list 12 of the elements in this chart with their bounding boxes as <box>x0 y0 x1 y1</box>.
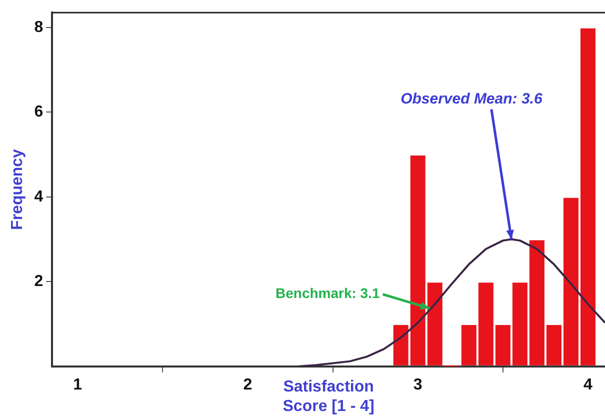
annotation: Observed Mean: 3.6 <box>400 90 543 108</box>
x-tick-label: 3 <box>413 376 422 394</box>
y-axis-title: Frequency <box>9 148 26 230</box>
x-tick-label: 1 <box>73 376 82 394</box>
y-tick-label: 8 <box>34 18 44 36</box>
x-tick-label: 4 <box>584 376 593 394</box>
x-axis-title: Satisfaction Score [1 - 4] <box>282 378 374 415</box>
annotation: Benchmark: 3.1 <box>275 285 380 302</box>
x-tick-label: 2 <box>243 376 252 394</box>
y-tick-label: 4 <box>34 188 44 206</box>
y-tick-label: 6 <box>34 104 44 121</box>
y-tick-label: 2 <box>34 273 44 290</box>
